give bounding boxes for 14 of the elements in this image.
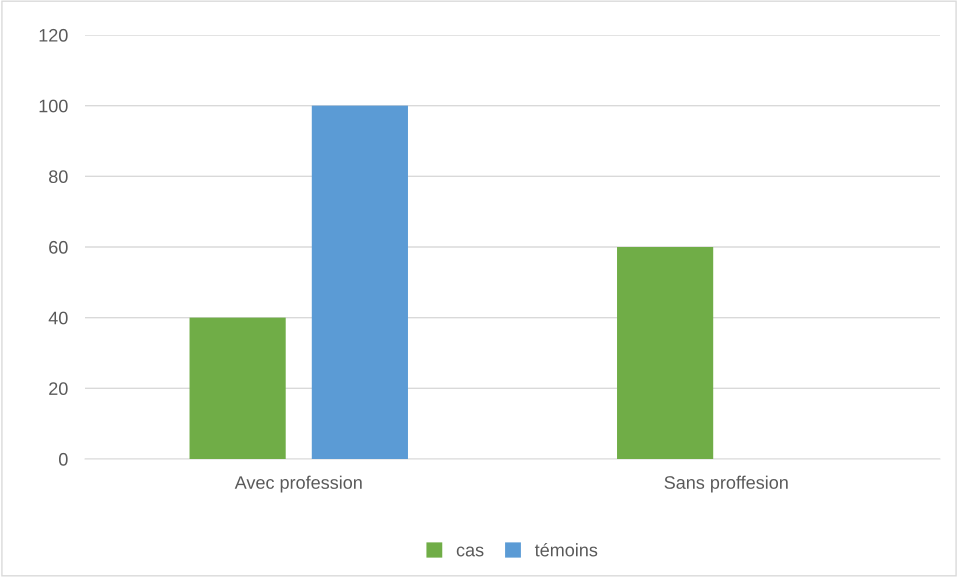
- bar: [312, 106, 408, 459]
- legend-label: cas: [456, 546, 484, 556]
- y-tick-label: 100: [40, 100, 68, 112]
- x-tick-label: Avec profession: [234, 476, 362, 492]
- y-tick-label: 40: [48, 312, 68, 324]
- y-tick-label: 120: [40, 28, 68, 42]
- y-tick-label: 0: [59, 452, 68, 466]
- y-tick-label: 20: [49, 382, 68, 396]
- x-tick-label: Sans proffesion: [664, 476, 788, 492]
- legend-label: témoins: [534, 542, 598, 556]
- y-tick-label: 60: [49, 240, 68, 254]
- bar: [617, 247, 714, 459]
- bar: [190, 318, 286, 459]
- y-tick-label: 80: [49, 170, 68, 184]
